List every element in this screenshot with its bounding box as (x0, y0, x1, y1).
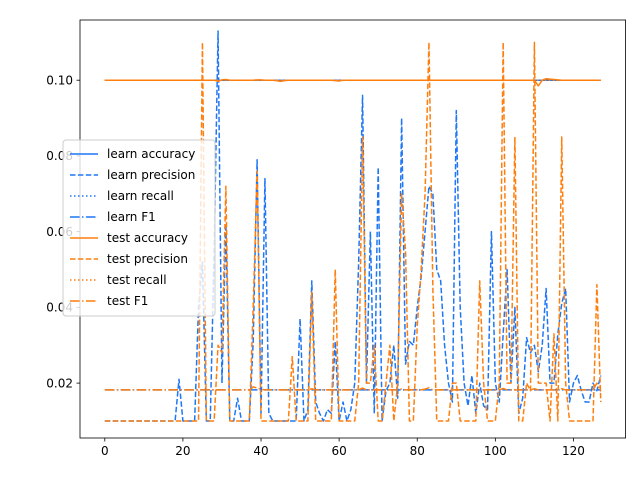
legend-label-learn-f1: learn F1 (107, 210, 156, 224)
legend-label-learn-accuracy: learn accuracy (107, 147, 195, 161)
legend-box (62, 139, 216, 317)
legend-label-test-f1: test F1 (107, 294, 148, 308)
legend-label-learn-precision: learn precision (107, 168, 195, 182)
x-tick-label: 80 (410, 444, 425, 458)
legend-label-test-recall: test recall (107, 273, 167, 287)
x-tick-label: 120 (562, 444, 585, 458)
y-tick-label: 0.02 (46, 376, 73, 390)
x-axis: 0 20 40 60 80 100 120 (101, 438, 585, 458)
y-tick-label: 0.10 (46, 73, 73, 87)
series-layer (104, 30, 602, 422)
legend: learn accuracy learn precision learn recal… (62, 139, 216, 317)
series-test-f1-line (104, 382, 602, 392)
legend-label-learn-recall: learn recall (107, 189, 174, 203)
series-test-precision-line (104, 41, 602, 422)
legend-label-test-accuracy: test accuracy (107, 231, 188, 245)
x-tick-label: 0 (101, 444, 109, 458)
legend-label-test-precision: test precision (107, 252, 188, 266)
x-tick-label: 60 (331, 444, 346, 458)
x-tick-label: 100 (484, 444, 507, 458)
x-tick-label: 20 (175, 444, 190, 458)
x-tick-label: 40 (253, 444, 268, 458)
